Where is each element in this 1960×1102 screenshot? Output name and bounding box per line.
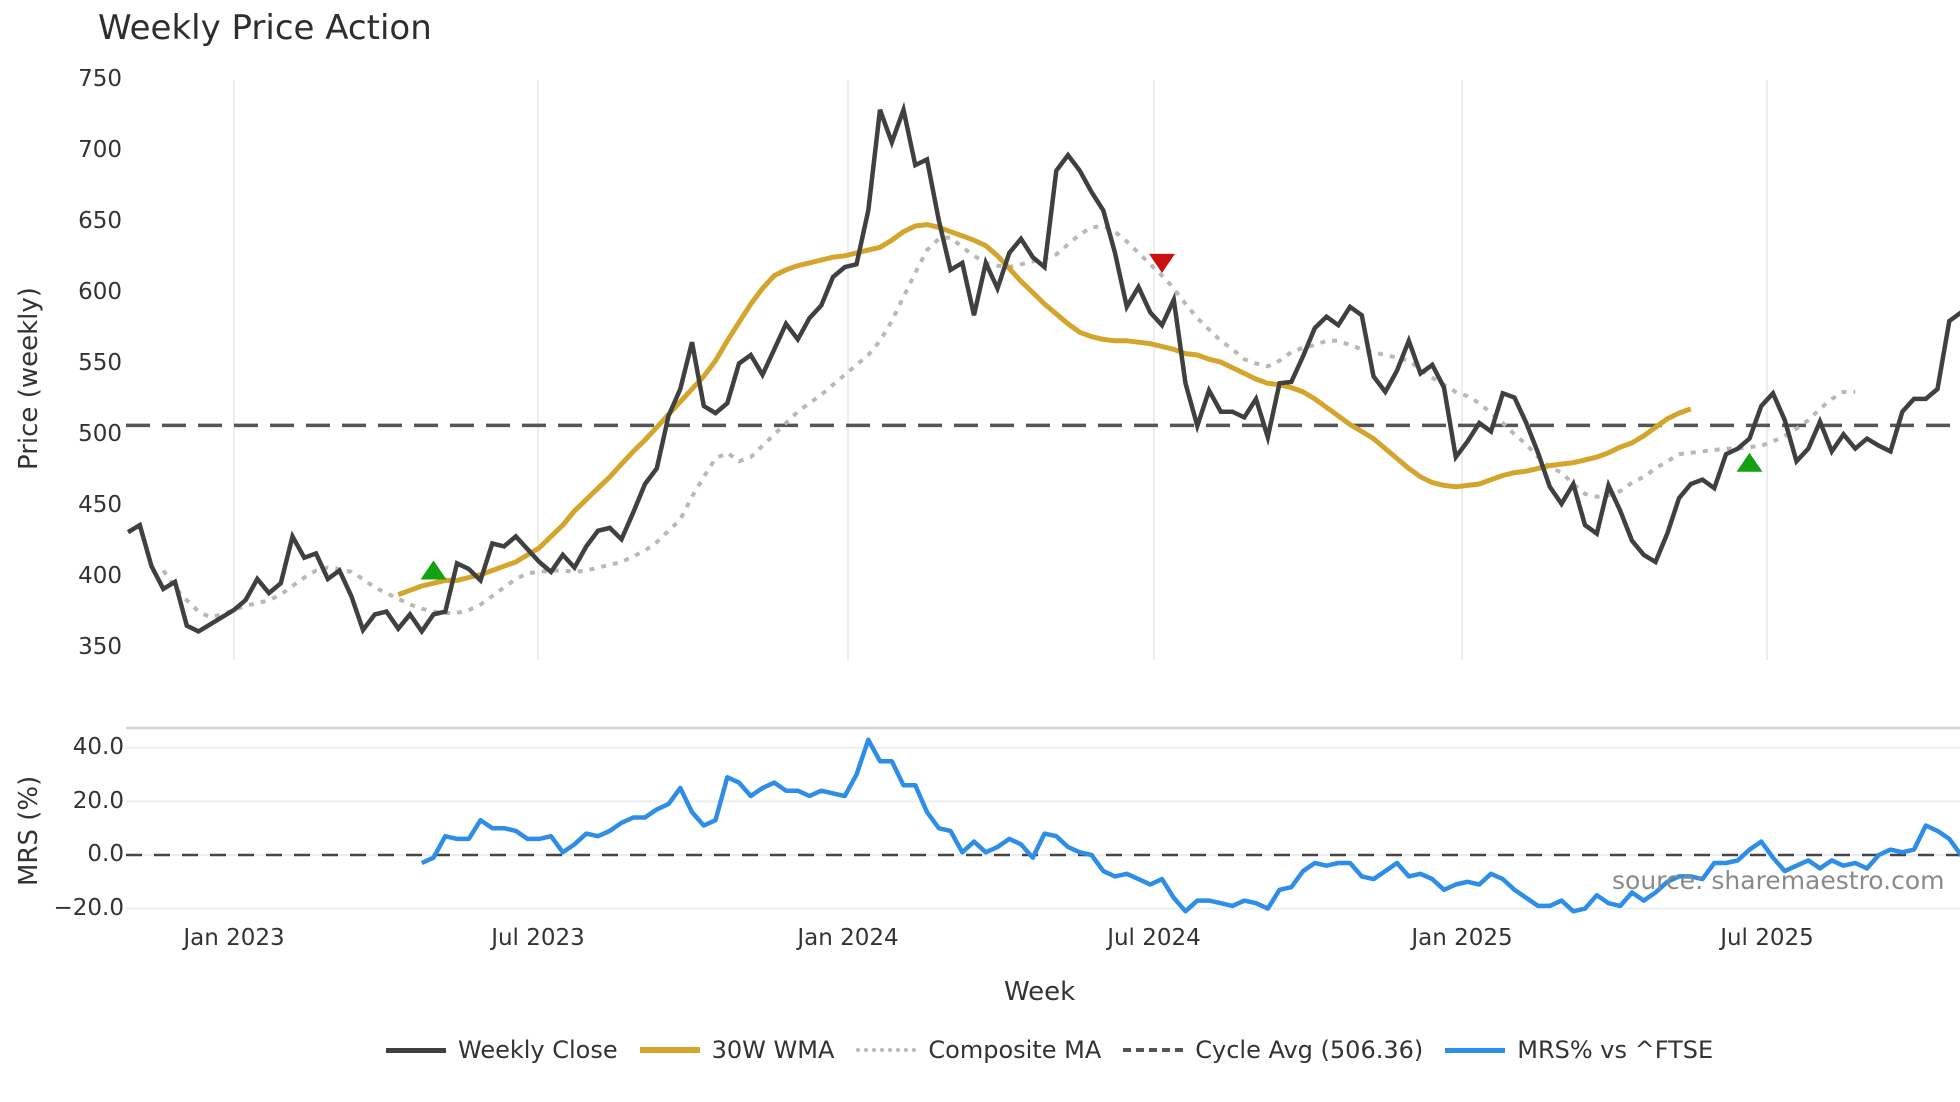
price-tick-550: 550 [78, 350, 122, 376]
wma-line [397, 222, 1692, 597]
x-tick-jan-2024: Jan 2024 [797, 925, 899, 951]
legend-item-cycle-avg[interactable]: Cycle Avg (506.36) [1123, 1036, 1423, 1064]
x-tick-jul-2023: Jul 2023 [491, 925, 585, 951]
mrs-tick-0: 0.0 [87, 841, 124, 867]
legend-label: Weekly Close [458, 1036, 618, 1064]
weekly-close-line [126, 101, 1960, 636]
legend-item-mrs[interactable]: MRS% vs ^FTSE [1445, 1036, 1713, 1064]
price-tick-750: 750 [78, 66, 122, 92]
mrs-tick-20: 20.0 [72, 788, 124, 814]
buy-signal-icon [1736, 452, 1763, 472]
legend-item-30w-wma[interactable]: 30W WMA [639, 1036, 835, 1064]
mrs-line [420, 737, 1960, 914]
price-tick-400: 400 [78, 563, 122, 589]
sell-signal-icon [1149, 253, 1175, 273]
weekly-close-swatch-icon [386, 1047, 446, 1053]
mrs-axis-title: MRS (%) [14, 775, 44, 886]
legend-item-composite-ma[interactable]: Composite MA [856, 1036, 1101, 1064]
wma-swatch-icon [639, 1047, 700, 1053]
mrs-swatch-icon [1445, 1047, 1506, 1053]
chart-legend: Weekly Close 30W WMA Composite MA Cycle … [386, 1036, 1735, 1064]
buy-signal-icon [420, 560, 447, 580]
mrs-tick-40: 40.0 [72, 734, 124, 760]
price-tick-450: 450 [78, 492, 122, 518]
price-tick-500: 500 [78, 421, 122, 447]
composite-ma-line [161, 223, 1856, 620]
price-axis-title: Price (weekly) [14, 287, 44, 470]
x-tick-jan-2023: Jan 2023 [183, 925, 285, 951]
price-tick-700: 700 [78, 137, 122, 163]
legend-label: 30W WMA [711, 1036, 835, 1064]
source-watermark: source: sharemaestro.com [1612, 866, 1945, 895]
legend-label: Cycle Avg (506.36) [1195, 1036, 1424, 1064]
chart-title: Weekly Price Action [98, 8, 432, 48]
price-tick-350: 350 [78, 634, 122, 660]
price-tick-650: 650 [78, 208, 122, 234]
legend-item-weekly-close[interactable]: Weekly Close [386, 1036, 618, 1064]
cycle-avg-swatch-icon [1123, 1048, 1184, 1052]
legend-label: Composite MA [928, 1036, 1102, 1064]
x-tick-jan-2025: Jan 2025 [1411, 925, 1513, 951]
x-axis-title: Week [1004, 977, 1076, 1007]
x-tick-jul-2024: Jul 2024 [1107, 925, 1201, 951]
mrs-tick-neg20: −20.0 [53, 895, 124, 921]
legend-label: MRS% vs ^FTSE [1517, 1036, 1714, 1064]
composite-ma-swatch-icon [856, 1048, 917, 1052]
price-tick-600: 600 [78, 279, 122, 305]
x-tick-jul-2025: Jul 2025 [1720, 925, 1814, 951]
